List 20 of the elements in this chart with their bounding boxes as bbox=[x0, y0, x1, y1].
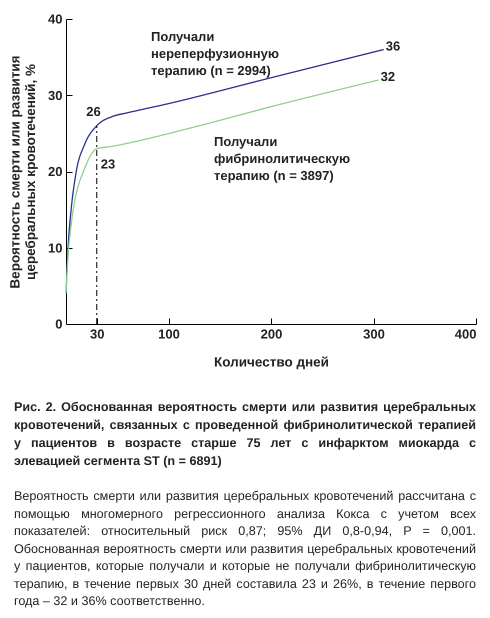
text: Рис. 2. Обоснованная вероятность смерти или развития церебральных кровотечений, связанных с проведенной фибринолитической терапией у пациентов в возрасте старше 75 лет с инфарктом миокарда с элевацией сегмента ST (n = 6891) bbox=[14, 399, 476, 470]
text: Вероятность смерти или развития церебральных кровотечений рассчитана с помощью многомерного регрессионного анализа Кокса с учетом всех показателей: относительный риск 0,87; 95% ДИ 0,8-0,94, P = 0,001. Обоснованная вероятность смерти или развития церебральных кровотечений у пациентов, которые получали и которые не получали фибринолитическую терапию, в течение первых 30 дней составила 23 и 26%, в течение первого года – 32 и 36% соответственно. bbox=[14, 488, 476, 610]
data-label: 26 bbox=[86, 104, 101, 119]
series-label: Получали фибринолитическую терапию (n = 3897) bbox=[214, 134, 350, 183]
data-label: 23 bbox=[100, 156, 116, 172]
x-tick-label: 400 bbox=[454, 326, 476, 342]
x-tick-label: 200 bbox=[260, 326, 282, 342]
series-label: Получали нереперфузионную терапию (n = 2994) bbox=[151, 29, 279, 78]
x-tick-label: 300 bbox=[363, 326, 385, 342]
data-label: 36 bbox=[386, 38, 400, 54]
y-tick-label: 30 bbox=[48, 88, 62, 103]
x-axis-title: Количество дней bbox=[214, 354, 329, 370]
y-tick-label: 40 bbox=[48, 12, 62, 26]
x-tick-label: 30 bbox=[90, 326, 104, 342]
x-tick-label: 100 bbox=[158, 326, 180, 342]
y-tick-label: 10 bbox=[48, 240, 62, 256]
y-axis-title: Вероятность смерти или развития церебральных кровотечений, % bbox=[8, 55, 38, 289]
data-label: 32 bbox=[380, 69, 396, 84]
y-tick-label: 20 bbox=[48, 164, 62, 179]
y-tick-label: 0 bbox=[55, 316, 62, 332]
